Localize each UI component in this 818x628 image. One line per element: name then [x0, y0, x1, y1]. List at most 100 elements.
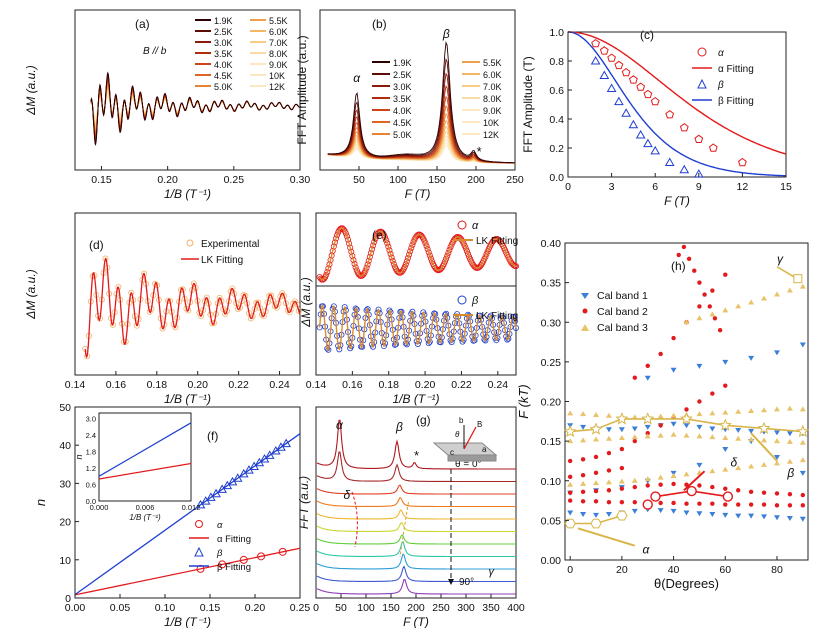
panel-h-band2-point	[593, 488, 599, 494]
panel-g-x-tick-label: 50	[335, 602, 347, 614]
panel-g-curve-2	[316, 484, 516, 495]
panel-e-data-point	[386, 247, 393, 254]
panel-f-x-tick-label: 0.10	[155, 602, 176, 614]
panel-c-point-alpha	[643, 89, 653, 99]
panel-e-data-point	[445, 249, 452, 256]
panel-f-point-beta	[264, 450, 275, 459]
panel-g-theta90-label: 90°	[459, 577, 474, 588]
panel-g-curve-1	[316, 451, 516, 483]
panel-e-legend-label: LK Fitting	[476, 236, 518, 247]
panel-a-x-tick-label: 0.20	[157, 174, 178, 186]
panel-g-curve-5	[316, 522, 516, 533]
panel-f-legend-marker	[194, 546, 204, 557]
panel-h-band2-point	[761, 502, 767, 507]
panel-h-band2-point	[710, 484, 715, 490]
panel-a-legend-label: 4.0K	[214, 60, 233, 70]
panel-c-point-alpha	[591, 38, 600, 48]
panel-e-data-point	[414, 340, 421, 347]
panel-g-x-tick-label: 0	[313, 602, 319, 614]
panel-a-xlabel: 1/B (T⁻¹)	[164, 187, 211, 201]
panel-b-legend-label: 4.0K	[393, 106, 412, 116]
panel-h-band3-point	[618, 434, 625, 440]
panel-d-exp-point	[222, 310, 229, 317]
panel-c-x-tick-label: 6	[652, 181, 658, 193]
panel-h-band2-point	[723, 502, 728, 507]
panel-h-band3-point	[580, 437, 587, 443]
panel-a-legend-label: 9.0K	[269, 60, 288, 70]
panel-h-band3-point	[761, 295, 768, 301]
panel-g-ylabel: FFT (a.u.)	[297, 476, 311, 529]
panel-e-data-point	[384, 240, 391, 247]
panel-d-exp-point	[203, 294, 210, 301]
panel-h-band2-point	[697, 399, 702, 404]
panel-e-data-point	[513, 263, 520, 270]
panel-e-data-point	[448, 339, 455, 346]
panel-h-legend-marker	[581, 324, 589, 331]
panel-f-x-tick-label: 0.00	[65, 602, 86, 614]
panel-h-band2-point	[761, 490, 767, 495]
panel-d-x-tick-label: 0.16	[106, 379, 127, 391]
panel-d-x-tick-label: 0.18	[147, 379, 168, 391]
panel-g-curve-6	[316, 534, 516, 545]
panel-e-x-tick-label: 0.24	[488, 379, 509, 391]
panel-h-legend-label: Cal band 1	[597, 290, 648, 302]
panel-h-band2-point	[671, 500, 676, 506]
panel-h-gamma-label: γ	[777, 252, 784, 266]
panel-h-delta-point	[722, 491, 734, 502]
panel-e-data-point	[406, 251, 413, 258]
panel-h-band2-point	[632, 499, 637, 505]
panel-h-band3-point	[593, 411, 600, 417]
panel-c-legend-label: α	[718, 48, 724, 59]
panel-h-band3-point	[799, 283, 806, 289]
panel-b-legend-label: 12K	[483, 130, 499, 140]
panel-h-beta-arrow	[750, 432, 778, 462]
panel-g-beta-label: β	[395, 420, 403, 434]
panel-d-exp-point	[229, 285, 236, 292]
panel-d-legend-label: LK Fitting	[201, 255, 243, 266]
panel-h-alpha-point	[616, 510, 628, 521]
panel-c-x-tick-label: 15	[780, 181, 792, 193]
panel-e-data-point	[386, 307, 393, 314]
panel-c-point-beta	[628, 119, 639, 129]
panel-h-band3-point	[605, 479, 612, 485]
panel-c-point-alpha	[636, 82, 646, 91]
panel-h-beta-point	[563, 424, 577, 438]
panel-h-beta-point	[718, 418, 732, 431]
panel-f-x-tick-label: 0.20	[245, 602, 266, 614]
panel-d-legend-marker	[186, 239, 194, 247]
panel-h-beta-point	[589, 422, 603, 435]
panel-g-inset-B: B	[477, 420, 482, 429]
panel-h-alpha-arrow	[577, 527, 636, 547]
panel-f-x-tick-label: 0.05	[110, 602, 131, 614]
panel-e-x-tick-label: 0.22	[451, 379, 472, 391]
panel-h-band3-point	[567, 481, 574, 487]
panel-h-band1-point	[631, 426, 638, 432]
panel-g-curve-7	[316, 540, 516, 558]
panel-a-ylabel: ΔM (a.u.)	[24, 65, 38, 115]
panel-e-data-point	[375, 306, 382, 313]
panel-a-legend-label: 8.0K	[269, 49, 288, 59]
panel-d-legend-label: Experimental	[201, 239, 259, 250]
panel-h-beta-point	[641, 412, 655, 425]
panel-b-legend-label: 3.5K	[393, 94, 412, 104]
panel-h-band2-point	[800, 503, 806, 508]
panel-c-point-alpha	[650, 96, 660, 106]
panel-h-band1-point	[773, 350, 780, 356]
panel-f-y-tick-label: 50	[59, 402, 71, 414]
panel-h-legend-marker	[582, 308, 588, 314]
panel-h-band1-point	[722, 512, 729, 518]
panel-a-legend-label: 3.0K	[214, 38, 233, 48]
panel-h-band1-point	[605, 427, 612, 433]
panel-f-point-beta	[232, 473, 243, 482]
panel-f-point-beta	[281, 438, 292, 448]
panel-a-legend-label: 4.5K	[214, 71, 233, 81]
panel-e-data-point	[370, 242, 377, 249]
panel-b-legend-label: 8.0K	[483, 94, 502, 104]
panel-h-band3-point	[735, 303, 742, 309]
panel-h-band3-point	[605, 435, 612, 441]
panel-h-band3-point	[773, 291, 780, 297]
panel-e-data-point	[370, 343, 377, 350]
panel-h-band3-point	[709, 410, 716, 416]
panel-c-frame	[567, 31, 787, 178]
panel-h-band3-point	[657, 413, 664, 419]
